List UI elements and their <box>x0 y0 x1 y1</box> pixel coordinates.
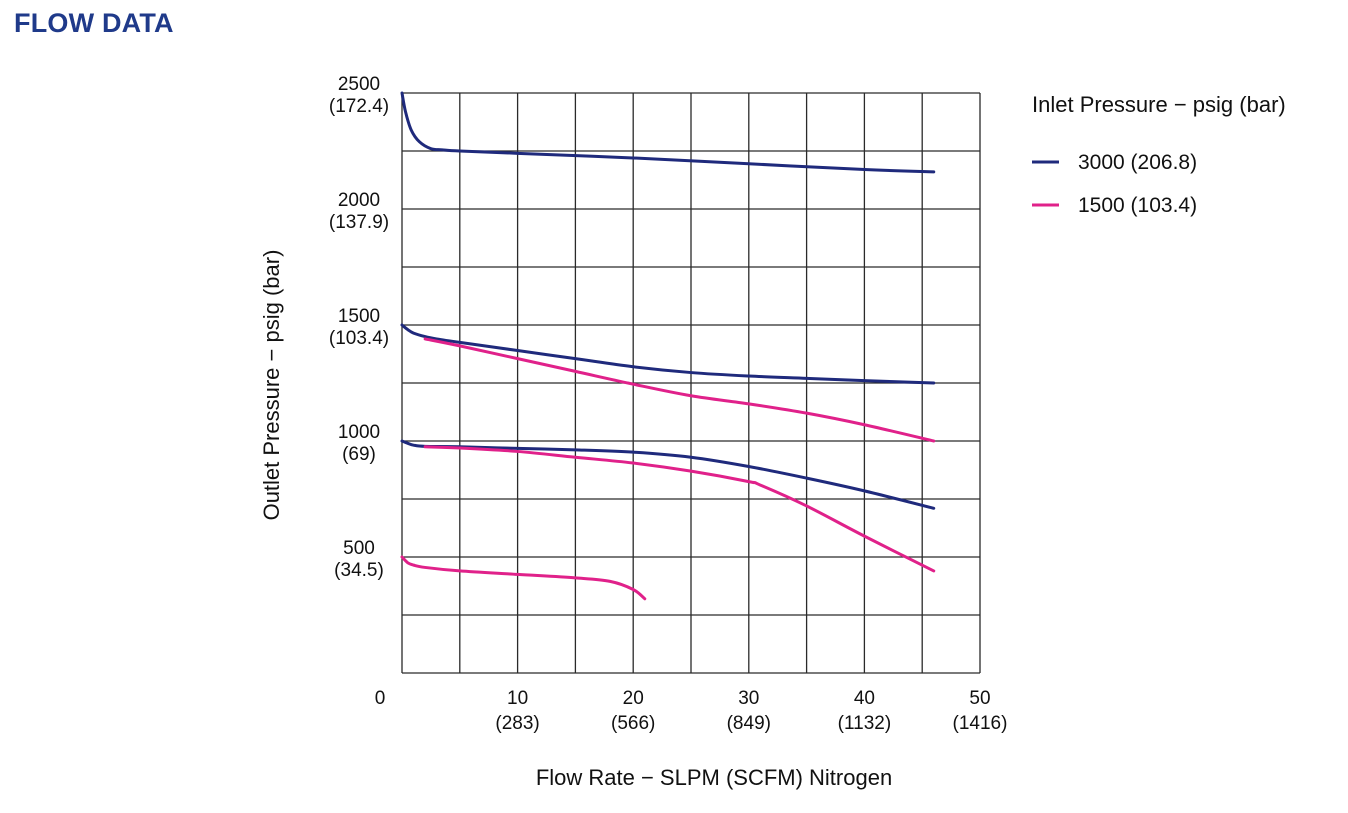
legend-label-1500: 1500 (103.4) <box>1078 194 1197 217</box>
y-tick-label: 1500 <box>338 306 380 327</box>
x-tick-sublabel: (1416) <box>953 713 1008 734</box>
x-tick-sublabel: (283) <box>495 713 539 734</box>
x-axis-ticks: 0 10 (283) 20 (566) 30 (849) 40 (1132) 50 (1416) <box>375 688 1008 734</box>
y-tick-label: 500 <box>343 538 375 559</box>
x-tick-label: 50 <box>969 688 990 709</box>
y-tick-sublabel: (69) <box>342 444 376 465</box>
y-tick-label: 2500 <box>338 74 380 95</box>
y-tick-sublabel: (137.9) <box>329 212 389 233</box>
x-tick-sublabel: (1132) <box>838 713 892 734</box>
x-tick-label: 0 <box>375 688 386 709</box>
x-tick-label: 40 <box>854 688 875 709</box>
x-tick-sublabel: (849) <box>727 713 771 734</box>
y-tick-label: 2000 <box>338 190 380 211</box>
page-title: FLOW DATA <box>14 8 174 38</box>
chart-series-layer <box>400 91 936 601</box>
x-tick-label: 10 <box>507 688 528 709</box>
series-line-3000-2 <box>400 439 936 510</box>
series-line-1500-5 <box>400 555 647 601</box>
y-axis-label: Outlet Pressure − psig (bar) <box>259 250 284 521</box>
legend-label-3000: 3000 (206.8) <box>1078 151 1197 174</box>
chart-legend: Inlet Pressure − psig (bar) 3000 (206.8)… <box>1032 92 1286 217</box>
series-line-1500-4 <box>423 445 936 573</box>
y-tick-sublabel: (34.5) <box>334 560 384 581</box>
y-tick-sublabel: (103.4) <box>329 328 389 349</box>
y-axis-ticks: 2500(172.4) 2000(137.9) 1500(103.4) 1000(69… <box>329 74 389 581</box>
x-tick-sublabel: (566) <box>611 713 655 734</box>
y-tick-label: 1000 <box>338 422 380 443</box>
x-axis-label: Flow Rate − SLPM (SCFM) Nitrogen <box>536 765 892 790</box>
x-tick-label: 30 <box>738 688 759 709</box>
x-tick-label: 20 <box>623 688 644 709</box>
series-line-1500-3 <box>423 337 936 443</box>
y-tick-sublabel: (172.4) <box>329 96 389 117</box>
series-line-3000-1 <box>400 323 936 385</box>
series-line-3000-0 <box>400 91 936 174</box>
legend-title: Inlet Pressure − psig (bar) <box>1032 92 1286 117</box>
